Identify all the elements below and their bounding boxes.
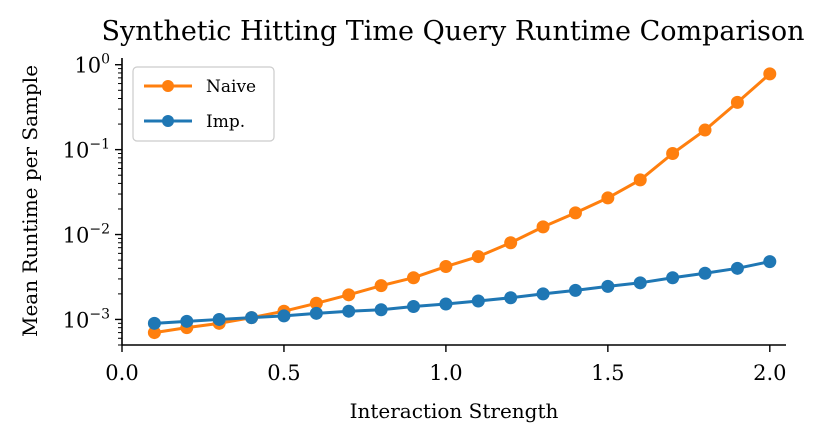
chart-title: Synthetic Hitting Time Query Runtime Com… (101, 16, 804, 47)
data-point-naive (342, 288, 356, 302)
data-point-naive (601, 191, 615, 205)
data-point-imp (633, 276, 647, 290)
data-point-imp (309, 306, 323, 320)
data-point-naive (439, 260, 453, 274)
data-point-naive (730, 95, 744, 109)
x-tick-label: 1.5 (591, 361, 624, 385)
y-tick-label: 10−2 (63, 222, 110, 248)
data-point-imp (536, 287, 550, 301)
data-point-naive (407, 271, 421, 285)
data-point-imp (763, 255, 777, 269)
legend: Naive Imp. (132, 66, 275, 142)
data-point-imp (212, 312, 226, 326)
data-point-imp (568, 283, 582, 297)
data-point-imp (245, 311, 259, 325)
legend-entry-imp: Imp. (144, 112, 245, 132)
data-point-naive (763, 67, 777, 81)
legend-label-naive: Naive (206, 77, 256, 97)
data-point-naive (309, 296, 323, 310)
data-point-imp (407, 300, 421, 314)
data-point-imp (277, 309, 291, 323)
data-point-imp (180, 314, 194, 328)
y-tick-label: 10−1 (63, 137, 110, 163)
data-point-imp (730, 261, 744, 275)
legend-label-imp: Imp. (206, 112, 245, 132)
x-tick-label: 0.5 (267, 361, 300, 385)
data-point-imp (601, 279, 615, 293)
legend-marker-imp (162, 115, 174, 127)
x-ticks: 0.0 0.5 1.0 1.5 2.0 (105, 345, 787, 385)
data-point-naive (471, 250, 485, 264)
data-point-imp (666, 271, 680, 285)
x-tick-label: 1.0 (429, 361, 462, 385)
x-tick-label: 2.0 (753, 361, 786, 385)
data-point-imp (147, 316, 161, 330)
data-point-naive (374, 279, 388, 293)
y-tick-label: 100 (74, 52, 110, 78)
legend-entry-naive: Naive (144, 77, 256, 97)
y-tick-label: 10−3 (63, 306, 110, 332)
data-point-imp (504, 291, 518, 305)
legend-marker-naive (162, 80, 174, 92)
data-point-naive (666, 147, 680, 161)
data-point-imp (374, 303, 388, 317)
data-point-naive (633, 173, 647, 187)
data-point-imp (439, 297, 453, 311)
data-point-naive (568, 206, 582, 220)
x-tick-label: 0.0 (105, 361, 138, 385)
data-point-naive (536, 220, 550, 234)
plot-markers (147, 67, 777, 340)
data-point-imp (471, 294, 485, 308)
data-point-naive (147, 326, 161, 340)
y-axis-label: Mean Runtime per Sample (18, 65, 42, 337)
data-point-imp (342, 304, 356, 318)
data-point-naive (504, 236, 518, 250)
data-point-imp (698, 266, 712, 280)
y-ticks: 10−3 10−2 10−1 100 (63, 52, 122, 346)
data-point-naive (698, 123, 712, 137)
x-axis-label: Interaction Strength (350, 399, 559, 423)
